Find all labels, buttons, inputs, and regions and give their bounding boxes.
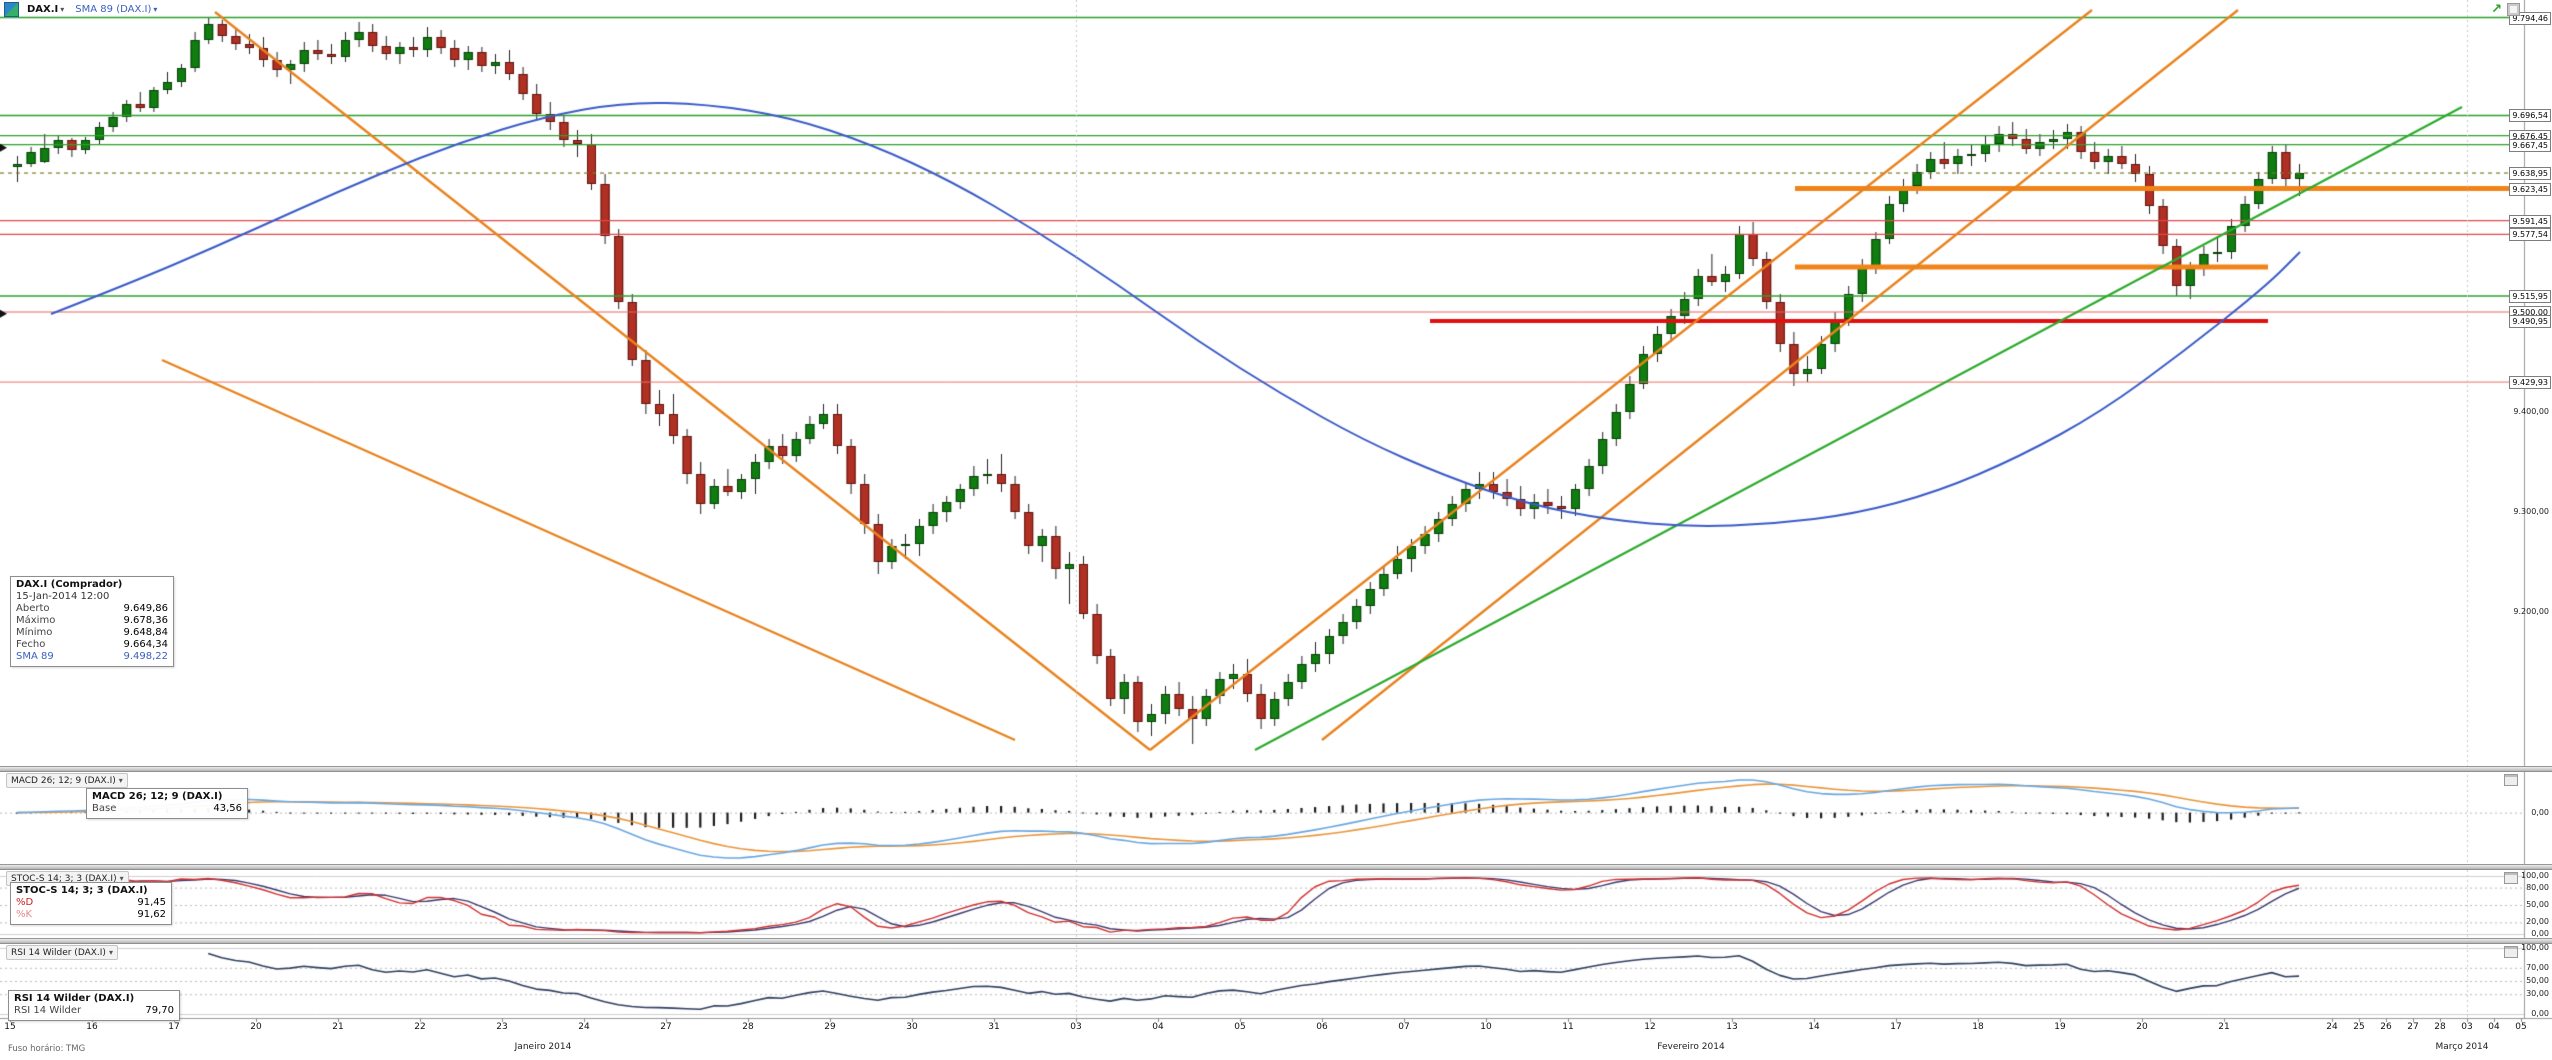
tooltip-datetime: 15-Jan-2014 12:00: [16, 591, 110, 602]
rsi-legend: RSI 14 Wilder (DAX.I) RSI 14 Wilder 79,70: [8, 990, 180, 1021]
rsi-panel-selector[interactable]: RSI 14 Wilder (DAX.I) ▾: [6, 945, 118, 960]
rsi-legend-title: RSI 14 Wilder (DAX.I): [14, 993, 135, 1004]
stoc-k-row: %K 91,62: [16, 909, 166, 920]
rsi-detach-icon[interactable]: [2504, 946, 2518, 958]
sma-overlay-selector[interactable]: SMA 89 (DAX.I) ▾: [72, 4, 160, 15]
stoc-detach-icon[interactable]: [2504, 872, 2518, 884]
macd-panel-divider[interactable]: [0, 766, 2552, 772]
rsi-value-row: RSI 14 Wilder 79,70: [14, 1005, 174, 1016]
tooltip-close-row: Fecho 9.664,34: [16, 639, 168, 650]
expand-icon[interactable]: ↗: [2491, 1, 2502, 17]
macd-legend: MACD 26; 12; 9 (DAX.I) Base 43,56: [86, 788, 248, 819]
tooltip-high-row: Máximo 9.678,36: [16, 615, 168, 626]
ohlc-tooltip: DAX.I (Comprador) 15-Jan-2014 12:00 Aber…: [10, 576, 174, 667]
symbol-selector[interactable]: DAX.I ▾: [24, 4, 67, 15]
stoc-legend-title: STOC-S 14; 3; 3 (DAX.I): [16, 885, 148, 896]
stoc-d-row: %D 91,45: [16, 897, 166, 908]
chevron-down-icon: ▾: [108, 948, 113, 957]
tooltip-sma-row: SMA 89 9.498,22: [16, 651, 168, 662]
chevron-down-icon: ▾: [119, 874, 124, 883]
chevron-down-icon: ▾: [153, 5, 158, 14]
tooltip-open-row: Aberto 9.649,86: [16, 603, 168, 614]
macd-legend-title: MACD 26; 12; 9 (DAX.I): [92, 791, 223, 802]
chart-legend-bar: DAX.I ▾ SMA 89 (DAX.I) ▾: [4, 2, 160, 17]
chevron-down-icon: ▾: [60, 5, 65, 14]
rsi-panel-divider[interactable]: [0, 938, 2552, 944]
macd-detach-icon[interactable]: [2504, 774, 2518, 786]
chart-corner-tools: ↗: [2491, 3, 2520, 16]
macd-base-row: Base 43,56: [92, 803, 242, 814]
tooltip-title: DAX.I (Comprador): [16, 579, 123, 590]
symbol-label: DAX.I: [27, 4, 59, 15]
stoc-legend: STOC-S 14; 3; 3 (DAX.I) %D 91,45 %K 91,62: [10, 882, 172, 925]
chevron-down-icon: ▾: [118, 776, 123, 785]
stoc-panel-divider[interactable]: [0, 864, 2552, 870]
instrument-icon: [4, 2, 19, 17]
layout-grid-icon[interactable]: [2507, 3, 2520, 16]
macd-panel-selector[interactable]: MACD 26; 12; 9 (DAX.I) ▾: [6, 773, 128, 788]
sma-overlay-label: SMA 89 (DAX.I): [75, 4, 152, 15]
tooltip-low-row: Mínimo 9.648,84: [16, 627, 168, 638]
